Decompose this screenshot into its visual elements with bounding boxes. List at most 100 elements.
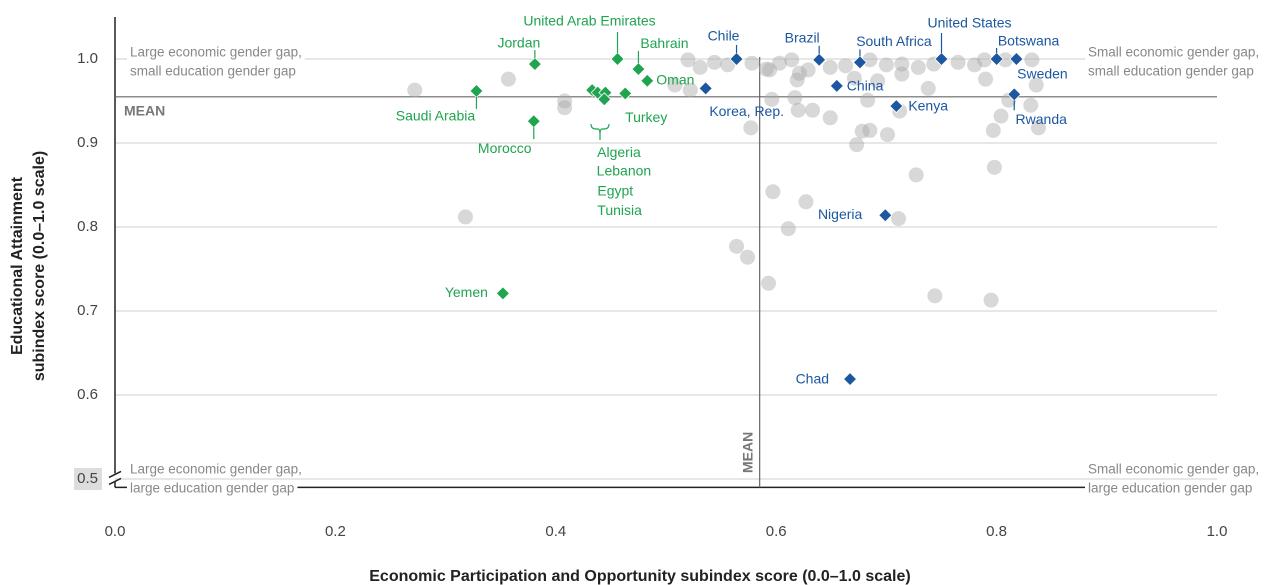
y-axis-title: Educational Attainment [9,176,26,355]
y-axis-title: subindex score (0.0–1.0 scale) [31,151,48,381]
quadrant-label: large education gender gap [130,481,294,496]
quadrant-label-background [1085,44,1263,60]
scatter-point [557,100,573,116]
scatter-point [870,73,886,89]
scatter-point [557,93,573,109]
x-axis-title: Economic Participation and Opportunity s… [369,568,910,585]
highlight-point [597,92,612,107]
scatter-point [407,82,423,98]
point-label: Rwanda [1016,111,1068,127]
scatter-point [680,52,696,68]
quadrant-label-background [127,461,305,477]
scatter-point [744,55,760,71]
highlight-point [527,56,542,72]
scatter-point [950,54,966,70]
axis-break [108,470,122,486]
scatter-point [765,184,781,200]
point-label: Tunisia [597,202,642,218]
highlight-point [812,52,827,67]
scatter-point [849,137,865,153]
scatter-point [758,61,774,77]
x-tick-label: 0.2 [325,523,346,540]
scatter-point [784,52,800,68]
point-label: United States [927,15,1011,31]
point-label: United Arab Emirates [523,13,655,29]
mean-label: MEAN [739,432,755,473]
scatter-point [993,108,1009,124]
scatter-point [692,59,708,75]
scatter-point [878,57,894,73]
y-tick-label: 0.7 [77,302,98,319]
scatter-point [983,292,999,308]
highlight-point [469,83,484,98]
tick-label-background [74,468,102,490]
quadrant-label-background [127,44,305,60]
scatter-point [894,66,910,82]
point-label: Bahrain [640,35,688,51]
y-tick-label: 0.5 [77,470,98,487]
highlight-point [631,62,646,77]
highlight-point [526,114,541,129]
y-tick-label: 0.8 [77,218,98,235]
x-tick-label: 0.6 [766,523,787,540]
quadrant-label-background [127,480,298,496]
scatter-point [790,102,806,118]
point-label: South Africa [856,33,932,49]
highlight-point [934,51,949,67]
group-brace [590,123,610,140]
quadrant-label-background [1085,461,1263,477]
scatter-point [764,91,780,107]
point-label: Sweden [1017,66,1068,82]
point-label: Oman [656,72,694,88]
scatter-point [706,54,722,70]
point-label: Chile [708,28,740,44]
scatter-point [891,211,907,227]
point-label: Chad [796,371,829,387]
quadrant-label-background [1085,63,1257,79]
scatter-point [720,57,736,73]
scatter-point [800,62,816,78]
point-label: Turkey [625,109,667,125]
scatter-point [822,110,838,126]
x-tick-label: 0.0 [105,523,126,540]
point-label: Botswana [998,33,1060,49]
point-label: Algeria [597,144,641,160]
quadrant-label: Large economic gender gap, [130,462,302,477]
scatter-point [729,238,745,254]
scatter-point [838,58,854,74]
point-label: China [847,78,884,94]
scatter-point [1023,97,1039,113]
y-tick-label: 0.9 [77,134,98,151]
scatter-point [500,71,516,87]
highlight-point [698,81,713,96]
scatter-point [862,52,878,68]
highlight-point [1009,51,1024,67]
highlight-point [640,73,655,88]
scatter-point [822,59,838,75]
quadrant-label: Small economic gender gap, [1088,45,1259,60]
x-tick-label: 0.8 [986,523,1007,540]
scatter-point [780,221,796,237]
scatter-point [772,55,788,71]
point-label: Brazil [785,30,820,46]
scatter-point [910,59,926,75]
highlight-point [610,51,625,67]
scatter-point [976,52,992,68]
scatter-point [787,90,803,106]
point-label: Yemen [445,284,488,300]
scatter-point [862,122,878,138]
highlight-point [618,86,633,101]
scatter-point [908,167,924,183]
quadrant-label: small education gender gap [1088,64,1254,79]
highlight-point [989,51,1004,67]
scatter-point [967,57,983,73]
highlight-point [829,78,844,93]
y-tick-label: 1.0 [77,50,98,67]
point-label: Morocco [478,140,532,156]
scatter-point [798,194,814,210]
scatter-point [846,70,862,86]
scatter-point [894,56,910,72]
point-label: Kenya [908,98,948,114]
x-tick-label: 1.0 [1207,523,1228,540]
point-label: Lebanon [597,162,652,178]
